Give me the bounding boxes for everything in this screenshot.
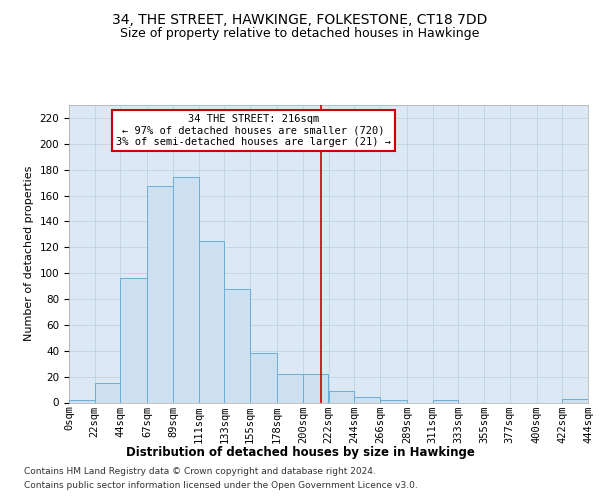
Bar xyxy=(95,383,121,402)
Bar xyxy=(354,398,380,402)
Bar xyxy=(224,288,250,403)
Bar xyxy=(148,186,173,402)
Text: Contains HM Land Registry data © Crown copyright and database right 2024.: Contains HM Land Registry data © Crown c… xyxy=(24,467,376,476)
Bar xyxy=(433,400,458,402)
Bar xyxy=(69,400,95,402)
Text: 34 THE STREET: 216sqm
← 97% of detached houses are smaller (720)
3% of semi-deta: 34 THE STREET: 216sqm ← 97% of detached … xyxy=(116,114,391,147)
Y-axis label: Number of detached properties: Number of detached properties xyxy=(24,166,34,342)
Bar xyxy=(303,374,329,402)
Text: Contains public sector information licensed under the Open Government Licence v3: Contains public sector information licen… xyxy=(24,481,418,490)
Bar xyxy=(173,178,199,402)
Text: Size of property relative to detached houses in Hawkinge: Size of property relative to detached ho… xyxy=(121,28,479,40)
Bar xyxy=(199,241,224,402)
Text: Distribution of detached houses by size in Hawkinge: Distribution of detached houses by size … xyxy=(125,446,475,459)
Bar xyxy=(562,398,588,402)
Bar xyxy=(121,278,148,402)
Bar xyxy=(277,374,303,402)
Text: 34, THE STREET, HAWKINGE, FOLKESTONE, CT18 7DD: 34, THE STREET, HAWKINGE, FOLKESTONE, CT… xyxy=(112,12,488,26)
Bar xyxy=(329,391,354,402)
Bar xyxy=(380,400,407,402)
Bar xyxy=(250,354,277,403)
